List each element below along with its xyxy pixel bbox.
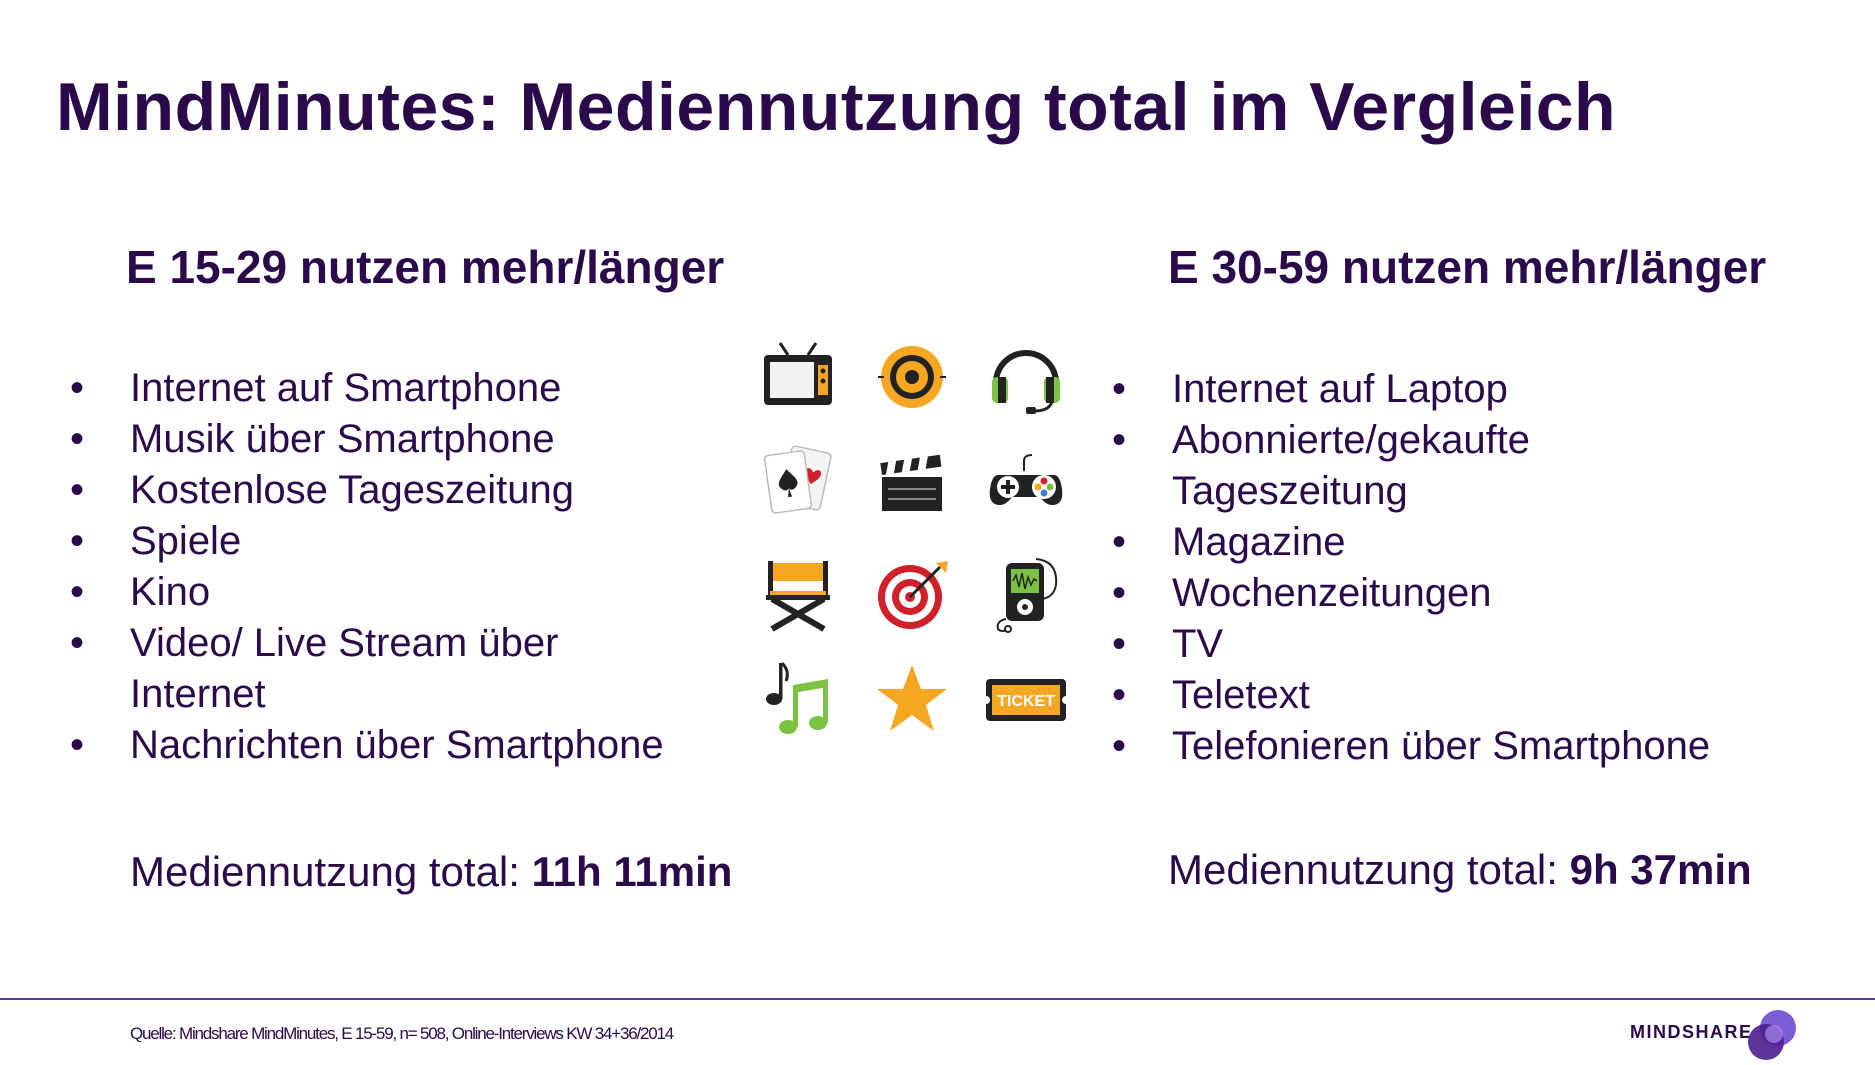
music-notes-icon — [766, 661, 828, 734]
playing-cards-icon — [763, 445, 832, 514]
gamepad-icon — [989, 454, 1063, 505]
left-column-heading: E 15-29 nutzen mehr/länger — [126, 241, 725, 293]
slide-title: MindMinutes: Mediennutzung total im Verg… — [56, 69, 1617, 145]
list-item: Video/ Live Stream über Internet — [70, 618, 650, 720]
list-item: Kostenlose Tageszeitung — [70, 465, 770, 516]
ticket-label: TICKET — [997, 693, 1055, 710]
list-item: Wochenzeitungen — [1112, 568, 1812, 619]
left-total: Mediennutzung total: 11h 11min — [130, 848, 732, 896]
list-item: Abonnierte/gekaufte Tageszeitung — [1112, 415, 1592, 517]
mindshare-logo-icon — [1748, 1010, 1796, 1060]
list-item: Nachrichten über Smartphone — [70, 720, 770, 771]
list-item: Magazine — [1112, 517, 1812, 568]
right-column-heading: E 30-59 nutzen mehr/länger — [1168, 241, 1767, 293]
director-chair-icon — [766, 561, 830, 632]
list-item: Kino — [70, 567, 770, 618]
right-bullet-list: Internet auf Laptop Abonnierte/gekaufte … — [1112, 364, 1812, 772]
left-bullet-list: Internet auf Smartphone Musik über Smart… — [70, 363, 770, 771]
right-total: Mediennutzung total: 9h 37min — [1168, 846, 1752, 894]
total-value: 9h 37min — [1569, 846, 1752, 893]
music-player-icon — [996, 558, 1058, 633]
list-item: Internet auf Smartphone — [70, 363, 770, 414]
list-item: TV — [1112, 619, 1812, 670]
list-item: Internet auf Laptop — [1112, 364, 1812, 415]
ticket-icon: TICKET — [984, 679, 1068, 721]
total-value: 11h 11min — [531, 848, 733, 895]
speaker-icon — [878, 346, 946, 408]
footer-divider — [0, 998, 1875, 1000]
clapperboard-icon — [880, 454, 942, 511]
tv-icon — [764, 342, 832, 405]
list-item: Spiele — [70, 516, 770, 567]
list-item: Musik über Smartphone — [70, 414, 770, 465]
brand-wordmark: MINDSHARE — [1630, 1022, 1753, 1042]
list-item: Telefonieren über Smartphone — [1112, 721, 1812, 772]
total-label: Mediennutzung total: — [130, 848, 532, 895]
headphones-icon — [992, 350, 1060, 414]
total-label: Mediennutzung total: — [1168, 846, 1570, 893]
list-item: Teletext — [1112, 670, 1812, 721]
star-icon — [877, 665, 947, 731]
source-note: Quelle: Mindshare MindMinutes, E 15-59, … — [130, 1024, 674, 1043]
media-icon-grid: TICKET — [750, 335, 1090, 755]
target-icon — [878, 561, 948, 629]
